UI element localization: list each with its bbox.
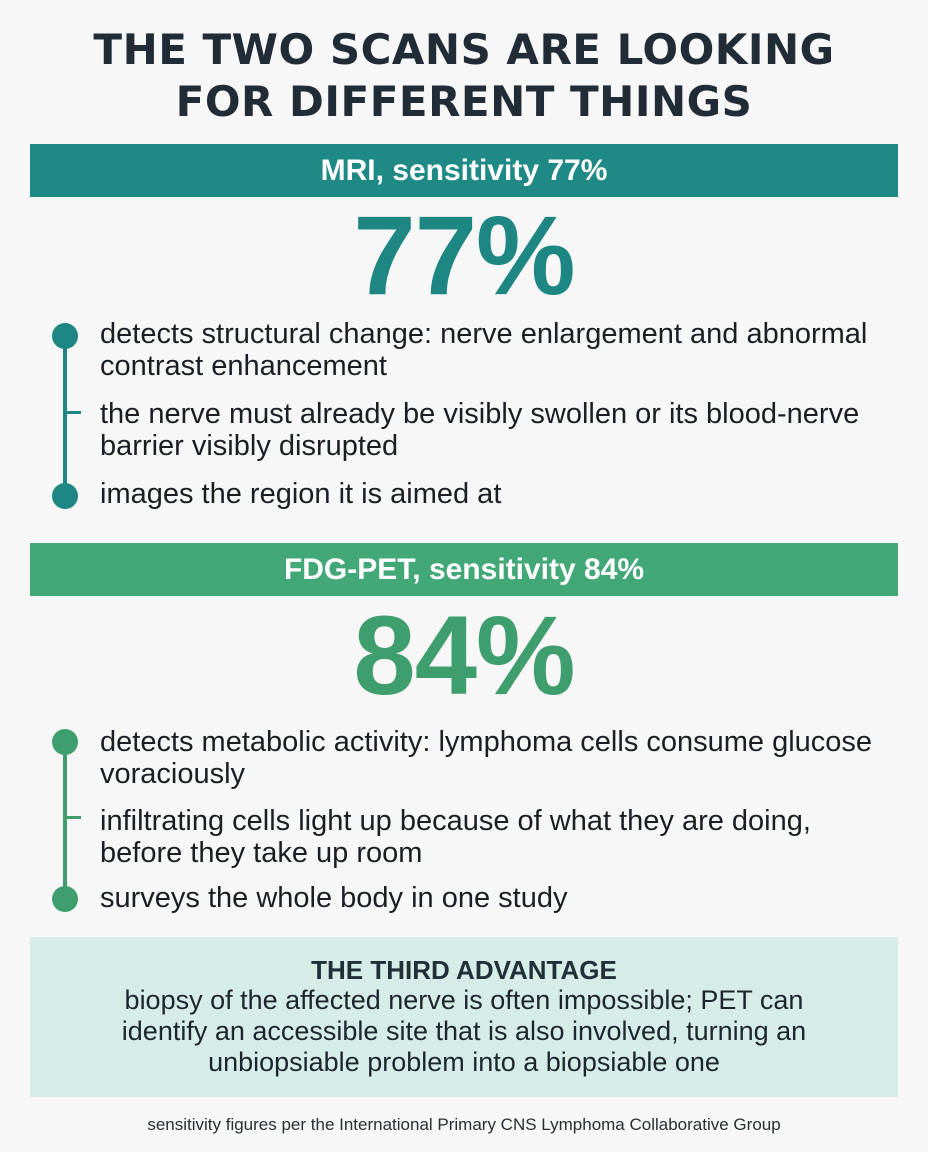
- pet-timeline-dot-bottom: [52, 886, 78, 912]
- mri-timeline-line: [63, 334, 67, 496]
- pet-section-header: FDG-PET, sensitivity 84%: [30, 543, 898, 596]
- mri-point-1: detects structural change: nerve enlarge…: [100, 318, 868, 382]
- callout-body: biopsy of the affected nerve is often im…: [121, 985, 807, 1077]
- callout-heading: THE THIRD ADVANTAGE: [311, 955, 617, 985]
- pet-timeline-tick: [65, 816, 81, 819]
- page-title: THE TWO SCANS ARE LOOKING FOR DIFFERENT …: [0, 24, 928, 128]
- pet-sensitivity-stat: 84%: [353, 593, 575, 718]
- pet-point-1: detects metabolic activity: lymphoma cel…: [100, 726, 873, 790]
- title-line-2: FOR DIFFERENT THINGS: [175, 77, 753, 126]
- mri-point-3: images the region it is aimed at: [100, 478, 502, 510]
- pet-point-3: surveys the whole body in one study: [100, 882, 568, 914]
- mri-timeline-dot-bottom: [52, 483, 78, 509]
- mri-sensitivity-stat: 77%: [353, 193, 575, 318]
- source-footnote: sensitivity figures per the Internationa…: [147, 1115, 781, 1134]
- pet-timeline: [50, 726, 81, 916]
- mri-point-2: the nerve must already be visibly swolle…: [100, 398, 860, 462]
- pet-timeline-dot-top: [52, 729, 78, 755]
- mri-section-header: MRI, sensitivity 77%: [30, 144, 898, 197]
- third-advantage-callout: THE THIRD ADVANTAGE biopsy of the affect…: [30, 937, 898, 1097]
- mri-timeline: [50, 320, 81, 510]
- title-line-1: THE TWO SCANS ARE LOOKING: [93, 25, 835, 74]
- mri-timeline-dot-top: [52, 323, 78, 349]
- mri-timeline-tick: [65, 411, 81, 414]
- pet-point-2: infiltrating cells light up because of w…: [100, 805, 811, 869]
